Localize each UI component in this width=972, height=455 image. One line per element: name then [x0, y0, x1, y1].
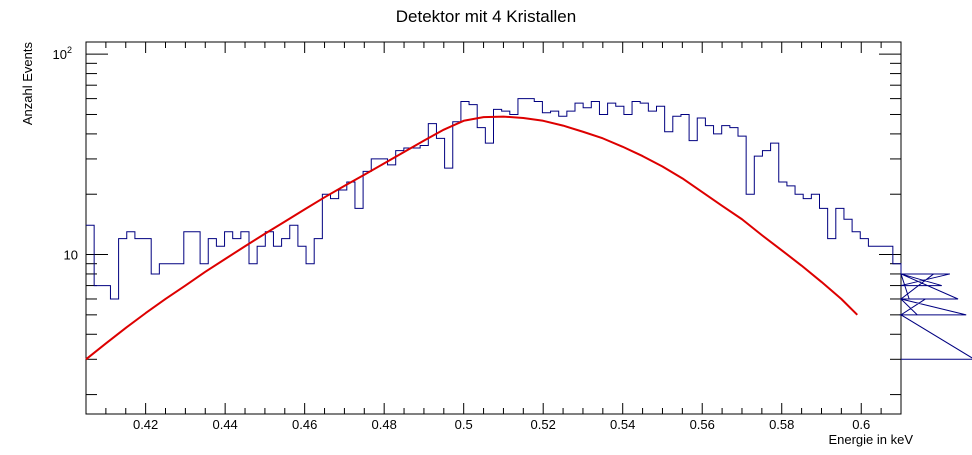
plot-frame [85, 41, 902, 415]
fit-curve-series [85, 115, 858, 361]
x-tick-label: 0.42 [133, 417, 158, 432]
x-axis: 0.42 0.44 0.46 0.48 0.5 0.52 0.54 0.56 0.58 0.6 [85, 42, 902, 432]
chart-title: Detektor mit 4 Kristallen [396, 7, 576, 26]
x-tick-label: 0.46 [292, 417, 317, 432]
x-tick-label: 0.48 [372, 417, 397, 432]
x-tick-label: 0.56 [690, 417, 715, 432]
histogram-series [86, 98, 972, 360]
series-layer [85, 98, 972, 361]
x-tick-label: 0.54 [610, 417, 635, 432]
y-axis: 10 102 [53, 45, 901, 396]
y-tick-label: 102 [53, 45, 72, 62]
x-tick-label: 0.58 [769, 417, 794, 432]
y-tick-label: 10 [64, 248, 78, 263]
y-axis-label: Anzahl Events [20, 42, 35, 126]
x-tick-label: 0.6 [852, 417, 870, 432]
x-tick-label: 0.52 [531, 417, 556, 432]
x-tick-label: 0.5 [455, 417, 473, 432]
x-axis-label: Energie in keV [828, 432, 913, 447]
x-tick-label: 0.44 [212, 417, 237, 432]
